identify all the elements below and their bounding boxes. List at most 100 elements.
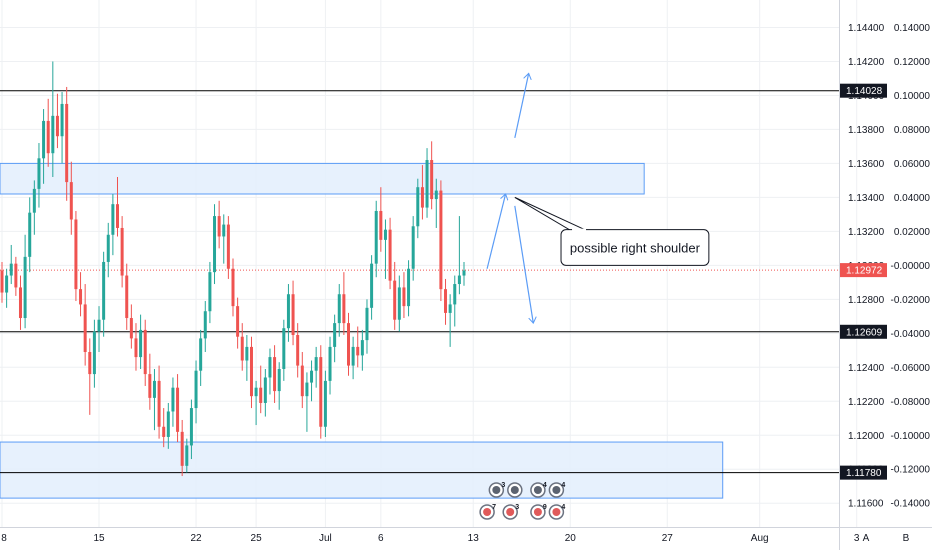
- level-tag: [840, 465, 887, 480]
- callout-pointer: [514, 196, 588, 232]
- candle-body: [42, 120, 46, 159]
- projection-arrow-0: [486, 194, 505, 269]
- candle-body: [55, 115, 59, 137]
- callout-annotation[interactable]: possible right shoulder: [514, 196, 710, 266]
- current-price-label: 1.12972: [846, 266, 883, 277]
- candle-body: [176, 387, 180, 432]
- event-icon-core: [506, 508, 515, 516]
- axis-buttons: A B: [863, 533, 910, 544]
- candle-body: [448, 304, 452, 313]
- secondary-tick: 0.12000: [894, 57, 931, 68]
- time-tick: 22: [190, 533, 202, 544]
- candle-body: [314, 357, 318, 371]
- event-icon-core: [533, 508, 542, 516]
- price-tick: 1.12000: [848, 431, 885, 442]
- support-resistance-zones: [0, 162, 724, 499]
- event-icon-core: [510, 486, 519, 494]
- price-tick: 1.11600: [848, 499, 884, 510]
- event-icon-core: [483, 508, 492, 516]
- level-tag: [840, 324, 887, 339]
- time-tick: 25: [251, 533, 263, 544]
- candle-body: [9, 263, 13, 276]
- candle-body: [457, 275, 461, 285]
- candle-body: [268, 357, 272, 378]
- candle-body: [420, 187, 424, 208]
- candle-body: [157, 380, 161, 427]
- projection-arrow-2: [514, 205, 533, 323]
- event-marker: 4: [548, 482, 565, 498]
- price-axis[interactable]: 1.144001.142001.140001.138001.136001.134…: [839, 0, 888, 550]
- candle-body: [231, 268, 235, 307]
- scale-toggle-button[interactable]: B: [903, 533, 910, 544]
- candle-body: [263, 377, 267, 403]
- secondary-tick: -0.12000: [891, 465, 931, 476]
- level-tag-label: 1.12609: [846, 327, 883, 338]
- candle-body: [347, 323, 350, 366]
- candle-body: [305, 382, 309, 397]
- candle-body: [185, 445, 189, 466]
- candle-body: [125, 275, 129, 319]
- secondary-tick: -0.14000: [891, 499, 931, 510]
- candle-body: [162, 426, 166, 437]
- secondary-tick: -0.10000: [891, 431, 931, 442]
- candle-body: [88, 352, 92, 375]
- candle-body: [439, 190, 443, 290]
- candle-body: [60, 103, 64, 137]
- candle-body: [74, 219, 78, 290]
- candle-body: [222, 224, 226, 237]
- candle-body: [199, 338, 203, 371]
- candle-body: [407, 268, 411, 307]
- candle-body: [291, 294, 295, 336]
- candle-body: [97, 319, 101, 332]
- callout-text: possible right shoulder: [570, 241, 701, 256]
- secondary-tick: -0.02000: [891, 295, 931, 306]
- candle-body: [240, 336, 244, 361]
- candle-body: [213, 216, 217, 273]
- candle-body: [111, 204, 115, 235]
- candle-body: [180, 431, 184, 466]
- time-tick: 8: [1, 533, 7, 544]
- candle-body: [425, 160, 429, 208]
- candle-body: [46, 120, 50, 154]
- event-count: 4: [543, 482, 547, 489]
- event-marker: 7: [479, 504, 496, 520]
- price-tick: 1.14400: [848, 23, 885, 34]
- candle-body: [453, 284, 457, 305]
- projection-arrow-1: [514, 73, 529, 139]
- price-tick: 1.12200: [848, 397, 885, 408]
- candle-body: [254, 387, 258, 397]
- candle-body: [236, 306, 240, 337]
- candle-body: [337, 294, 341, 324]
- auto-scale-button[interactable]: A: [863, 533, 870, 544]
- candle-body: [106, 234, 110, 262]
- time-axis[interactable]: 8 15 22 25 Jul 6 13 20 27 Aug 3: [0, 527, 932, 545]
- secondary-tick: 0.10000: [894, 91, 931, 102]
- candle-body: [402, 287, 406, 307]
- event-icon-core: [533, 486, 542, 494]
- candle-body: [296, 335, 300, 366]
- candle-body: [92, 331, 96, 375]
- event-icon-core: [552, 486, 561, 494]
- event-marker: 3: [502, 504, 519, 520]
- candle-body: [134, 338, 138, 358]
- time-tick: 20: [565, 533, 577, 544]
- level-tag-label: 1.14028: [846, 86, 883, 97]
- time-tick: 27: [662, 533, 674, 544]
- zone-rect-0: [0, 162, 645, 195]
- candle-body: [328, 346, 332, 381]
- price-tick: 1.14200: [848, 57, 885, 68]
- candle-body: [65, 103, 69, 183]
- candle-body: [356, 346, 360, 356]
- secondary-tick: 0.06000: [894, 159, 931, 170]
- time-tick: Aug: [751, 533, 769, 544]
- candle-body: [300, 365, 304, 397]
- candles: [0, 61, 466, 477]
- level-tag: [840, 83, 887, 98]
- secondary-tick: -0.06000: [891, 363, 931, 374]
- candle-body: [319, 357, 323, 427]
- candle-body: [129, 318, 133, 339]
- candle-body: [226, 224, 230, 269]
- secondary-tick: -0.00000: [891, 261, 931, 272]
- time-tick: 13: [468, 533, 480, 544]
